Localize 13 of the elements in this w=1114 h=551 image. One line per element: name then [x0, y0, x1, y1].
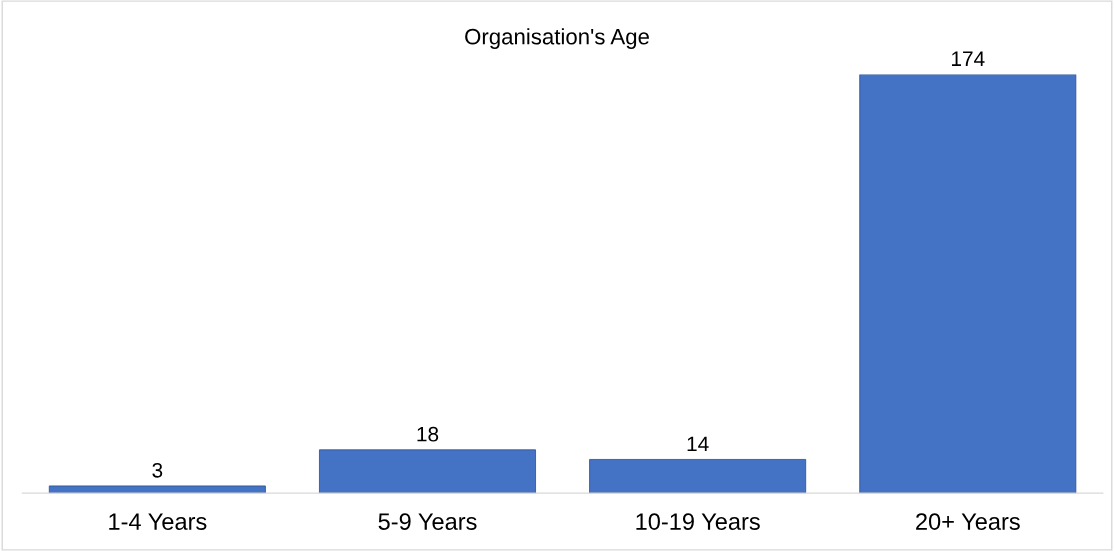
data-label: 18: [417, 426, 439, 442]
bar: [319, 449, 536, 494]
x-tick-label: 10-19 Years: [636, 513, 760, 530]
data-label: 3: [152, 462, 163, 478]
bar: [589, 459, 807, 494]
x-tick-label: 20+ Years: [916, 513, 1020, 530]
chart-title: Organisation's Age: [465, 28, 649, 49]
data-label: 14: [687, 436, 709, 451]
bar: [48, 485, 266, 494]
bar: [859, 74, 1077, 494]
x-tick-label: 1-4 Years: [109, 513, 207, 530]
x-tick-label: 5-9 Years: [378, 513, 477, 530]
data-label: 174: [952, 51, 985, 66]
